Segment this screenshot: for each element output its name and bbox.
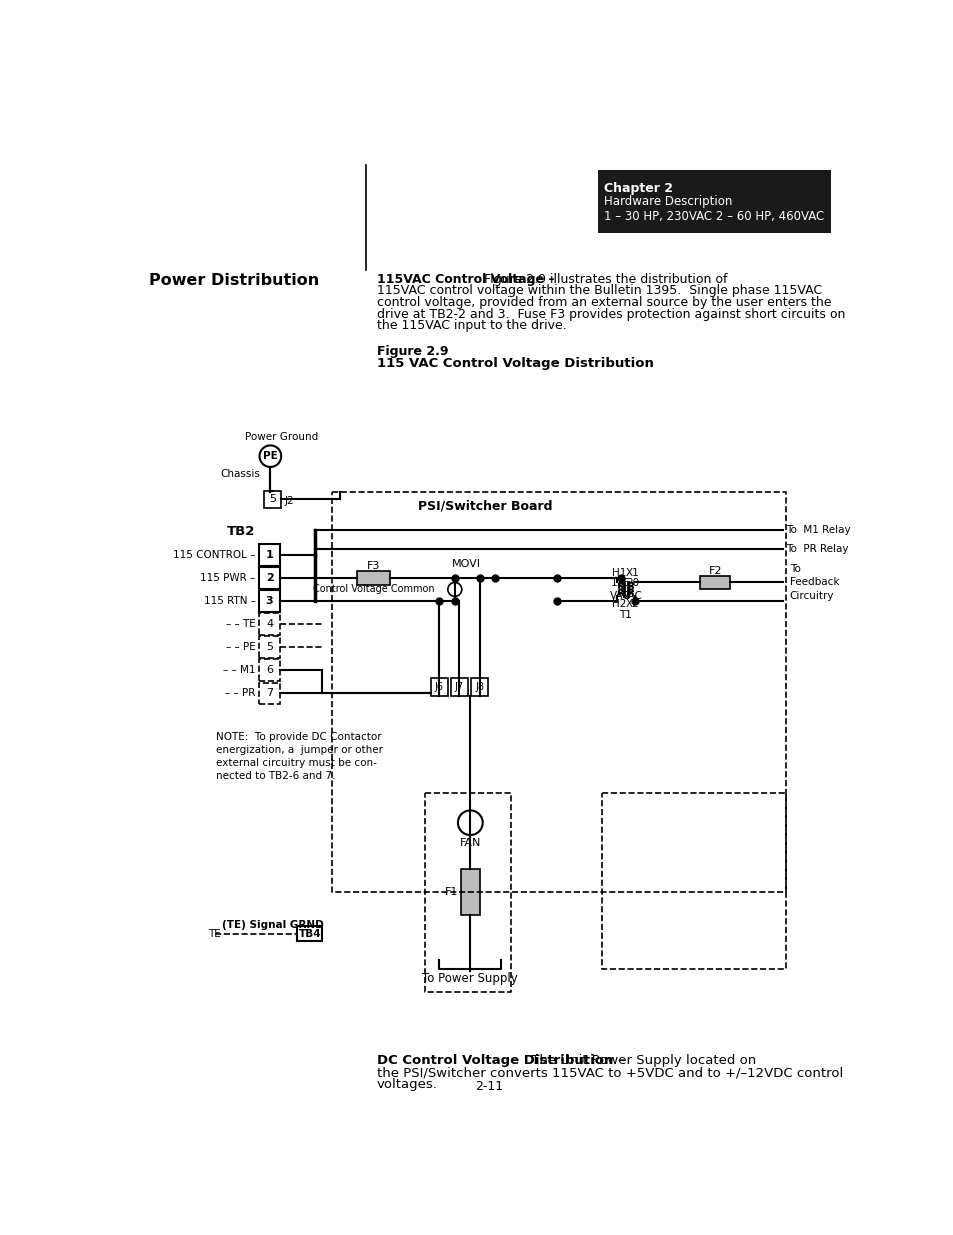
Text: drive at TB2-2 and 3.  Fuse F3 provides protection against short circuits on: drive at TB2-2 and 3. Fuse F3 provides p… [376,308,844,321]
FancyBboxPatch shape [451,678,468,695]
Text: J8: J8 [475,682,483,692]
FancyBboxPatch shape [598,169,830,233]
Text: 115
VAC: 115 VAC [610,578,631,600]
Text: X2: X2 [625,599,639,609]
Text: Control Voltage Common: Control Voltage Common [313,584,434,594]
Text: – – PE: – – PE [226,642,255,652]
Text: T1: T1 [618,610,632,620]
FancyBboxPatch shape [460,869,479,915]
Text: voltages.: voltages. [376,1078,437,1092]
Text: To  PR Relay: To PR Relay [785,543,848,553]
Text: Hardware Description: Hardware Description [604,195,732,209]
FancyBboxPatch shape [258,683,280,704]
Text: the PSI/Switcher converts 115VAC to +5VDC and to +/–12VDC control: the PSI/Switcher converts 115VAC to +5VD… [376,1066,841,1079]
Text: TE: TE [208,929,221,939]
Text: Figure 2.9: Figure 2.9 [376,346,448,358]
FancyBboxPatch shape [258,659,280,680]
Text: 20
VAC: 20 VAC [621,578,642,600]
Text: PE: PE [263,451,277,461]
Text: Figure 2.9 illustrates the distribution of: Figure 2.9 illustrates the distribution … [480,273,727,287]
FancyBboxPatch shape [258,636,280,658]
Text: X1: X1 [625,568,639,578]
Text: TB4: TB4 [298,929,321,939]
Text: F3: F3 [366,561,379,571]
FancyBboxPatch shape [431,678,447,695]
Text: 5: 5 [266,642,273,652]
Text: 6: 6 [266,666,273,676]
Text: (TE) Signal GRND: (TE) Signal GRND [222,920,324,930]
FancyBboxPatch shape [258,614,280,635]
FancyBboxPatch shape [258,567,280,589]
Text: 115VAC Control Voltage –: 115VAC Control Voltage – [376,273,554,287]
Text: Chapter 2: Chapter 2 [604,182,673,195]
Text: Power Ground: Power Ground [245,431,317,442]
FancyBboxPatch shape [700,576,729,589]
Text: F2: F2 [708,566,721,576]
Text: To
Feedback
Circuitry: To Feedback Circuitry [789,564,839,600]
Text: H1: H1 [611,568,625,578]
FancyBboxPatch shape [471,678,488,695]
Text: J7: J7 [455,682,463,692]
Text: 115 CONTROL –: 115 CONTROL – [173,550,255,559]
Text: control voltage, provided from an external source by the user enters the: control voltage, provided from an extern… [376,296,830,309]
Text: – – PR: – – PR [225,688,255,698]
Text: The Unit Power Supply located on: The Unit Power Supply located on [526,1053,756,1067]
Text: nected to TB2-6 and 7.: nected to TB2-6 and 7. [216,771,335,781]
Text: J2: J2 [284,496,294,506]
Text: FAN: FAN [459,839,480,848]
Text: H2: H2 [611,599,625,609]
Text: – – TE: – – TE [226,619,255,629]
Text: DC Control Voltage Distribution –: DC Control Voltage Distribution – [376,1053,623,1067]
Text: 1 – 30 HP, 230VAC 2 – 60 HP, 460VAC: 1 – 30 HP, 230VAC 2 – 60 HP, 460VAC [604,210,823,222]
Text: the 115VAC input to the drive.: the 115VAC input to the drive. [376,319,566,332]
Text: energization, a  jumper or other: energization, a jumper or other [216,745,383,755]
Text: 3: 3 [266,597,274,606]
Text: TB2: TB2 [226,525,254,538]
Text: F1: F1 [444,887,457,897]
Text: To Power Supply: To Power Supply [422,972,517,986]
Text: – – M1: – – M1 [223,666,255,676]
Text: 115 VAC Control Voltage Distribution: 115 VAC Control Voltage Distribution [376,357,653,369]
Text: 5: 5 [269,494,276,504]
Text: PSI/Switcher Board: PSI/Switcher Board [417,499,552,513]
Text: 2-11: 2-11 [475,1079,502,1093]
Text: NOTE:  To provide DC Contactor: NOTE: To provide DC Contactor [216,732,381,742]
Text: 7: 7 [266,688,273,698]
Text: external circuitry must be con-: external circuitry must be con- [216,758,376,768]
Text: J6: J6 [435,682,443,692]
Text: Chassis: Chassis [220,468,259,478]
FancyBboxPatch shape [258,543,280,566]
Text: 115VAC control voltage within the Bulletin 1395.  Single phase 115VAC: 115VAC control voltage within the Bullet… [376,284,821,298]
Text: 2: 2 [266,573,274,583]
FancyBboxPatch shape [258,590,280,611]
Text: To  M1 Relay: To M1 Relay [785,525,850,535]
Text: 4: 4 [266,619,273,629]
Text: MOVI: MOVI [452,559,480,569]
Text: 1: 1 [266,550,274,559]
FancyBboxPatch shape [297,926,322,941]
Text: Power Distribution: Power Distribution [149,273,318,288]
Text: 115 PWR –: 115 PWR – [200,573,255,583]
FancyBboxPatch shape [264,490,281,508]
Text: 115 RTN –: 115 RTN – [203,597,255,606]
FancyBboxPatch shape [356,571,390,585]
